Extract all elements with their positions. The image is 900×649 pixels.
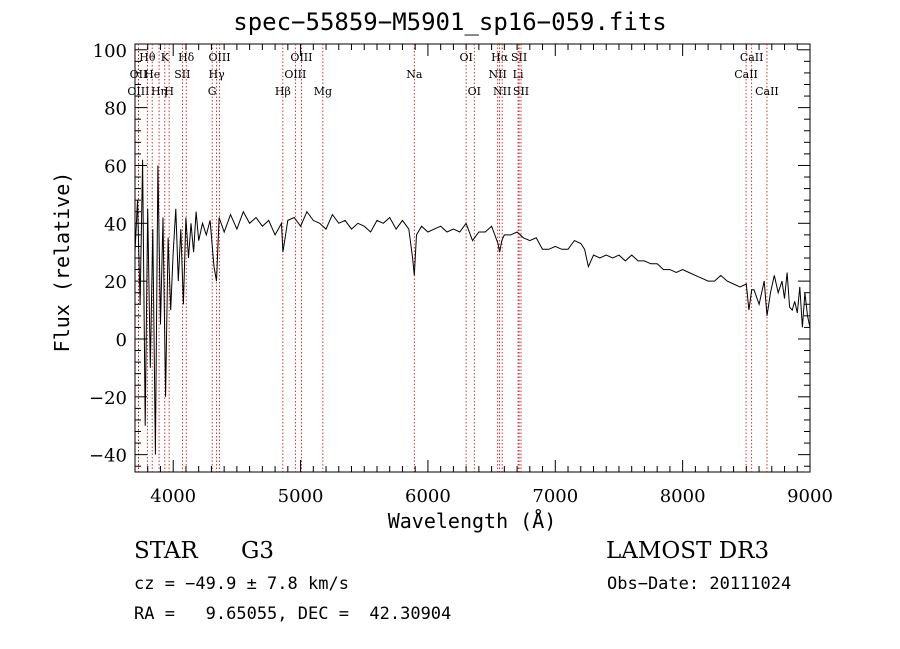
x-axis-label: Wavelength (Å) [387, 509, 557, 533]
x-tick-label: 6000 [405, 486, 451, 507]
line-label: Mg [314, 85, 332, 98]
object-class: STAR [134, 538, 198, 564]
line-label: OIII [284, 68, 306, 81]
line-label: H [164, 85, 174, 98]
line-label: OIII [290, 51, 312, 64]
line-label: OIII [127, 85, 149, 98]
line-label: NII [493, 85, 511, 98]
x-tick-label: 7000 [532, 486, 578, 507]
line-label: Na [406, 68, 423, 81]
line-label: SII [511, 51, 527, 64]
coordinates: RA = 9.65055, DEC = 42.30904 [134, 604, 452, 624]
line-label: CaII [734, 68, 758, 81]
line-label: Li [513, 68, 524, 81]
line-label: OIII [209, 51, 231, 64]
x-tick-label: 4000 [150, 486, 196, 507]
line-label: Hδ [178, 51, 195, 64]
line-label: Hβ [275, 85, 291, 98]
x-tick-label: 5000 [278, 486, 324, 507]
line-label: SII [174, 68, 190, 81]
line-label: OI [459, 51, 472, 64]
y-tick-label: 20 [104, 272, 127, 293]
line-label: NII [489, 68, 507, 81]
x-tick-label: 9000 [787, 486, 833, 507]
y-tick-label: −40 [89, 446, 127, 467]
line-label: G [208, 85, 217, 98]
line-label: SII [513, 85, 529, 98]
spectrum-line [134, 159, 811, 455]
line-label: OI [468, 85, 481, 98]
chart-title: spec−55859−M5901_sp16−059.fits [233, 8, 667, 36]
y-tick-label: 0 [116, 330, 127, 351]
line-label: Hγ [209, 68, 226, 81]
redshift-velocity: cz = −49.9 ± 7.8 km/s [134, 574, 349, 594]
x-tick-label: 8000 [660, 486, 706, 507]
line-label: K [161, 51, 170, 64]
line-label: He [144, 68, 160, 81]
line-label: CaII [755, 85, 779, 98]
plot-frame [134, 43, 811, 473]
y-tick-label: 80 [104, 99, 127, 120]
line-label: OII [130, 68, 148, 81]
line-label: CaII [740, 51, 764, 64]
line-label: Hα [491, 51, 509, 64]
y-tick-label: −20 [89, 388, 127, 409]
line-label: Hθ [139, 51, 156, 64]
y-tick-label: 60 [104, 156, 127, 177]
line-label: Hη [151, 85, 167, 98]
survey-name: LAMOST DR3 [606, 538, 770, 564]
observation-date: Obs−Date: 20111024 [607, 574, 792, 594]
y-tick-label: 100 [93, 41, 127, 62]
object-subclass: G3 [241, 538, 275, 564]
y-tick-label: 40 [104, 214, 127, 235]
